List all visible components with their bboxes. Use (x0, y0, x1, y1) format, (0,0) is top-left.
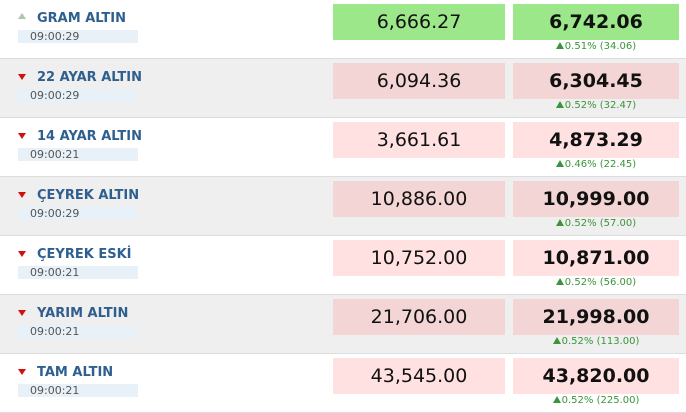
update-time: 09:00:29 (18, 207, 138, 220)
change-info: 0.52% (225.00) (513, 395, 679, 406)
update-time: 09:00:21 (18, 325, 138, 338)
sell-price: 4,873.29 (513, 122, 679, 158)
sell-price: 43,820.00 (513, 358, 679, 394)
buy-price: 6,666.27 (333, 4, 505, 40)
sell-price: 10,871.00 (513, 240, 679, 276)
change-info: 0.46% (22.45) (513, 159, 679, 170)
trend-icon (18, 369, 26, 375)
up-triangle (555, 160, 564, 167)
change-text: 0.52% (57.00) (564, 218, 637, 229)
buy-price: 21,706.00 (333, 299, 505, 335)
buy-price: 6,094.36 (333, 63, 505, 99)
instrument-name: YARIM ALTIN (37, 306, 129, 321)
price-row: TAM ALTIN 09:00:21 43,545.00 43,820.00 0.52%… (0, 354, 686, 413)
price-row: 22 AYAR ALTIN 09:00:29 6,094.36 6,304.45 0.5… (0, 59, 686, 118)
up-triangle (552, 396, 561, 403)
instrument-name: ÇEYREK ESKİ (37, 247, 132, 262)
sell-price: 6,742.06 (513, 4, 679, 40)
price-row: ÇEYREK ALTIN 09:00:29 10,886.00 10,999.00 0.… (0, 177, 686, 236)
change-info: 0.52% (56.00) (513, 277, 679, 288)
change-text: 0.52% (56.00) (564, 277, 637, 288)
trend-icon (18, 133, 26, 139)
price-row: YARIM ALTIN 09:00:21 21,706.00 21,998.00 0.5… (0, 295, 686, 354)
change-info: 0.52% (57.00) (513, 218, 679, 229)
change-text: 0.52% (113.00) (561, 336, 640, 347)
trend-icon (18, 74, 26, 80)
instrument-name: GRAM ALTIN (37, 11, 126, 26)
sell-price: 6,304.45 (513, 63, 679, 99)
price-row: GRAM ALTIN 09:00:29 6,666.27 6,742.06 0.51% … (0, 0, 686, 59)
instrument-name: ÇEYREK ALTIN (37, 188, 140, 203)
trend-icon (18, 13, 26, 19)
change-info: 0.52% (32.47) (513, 100, 679, 111)
trend-icon (18, 310, 26, 316)
buy-price: 10,752.00 (333, 240, 505, 276)
update-time: 09:00:21 (18, 266, 138, 279)
update-time: 09:00:21 (18, 148, 138, 161)
change-info: 0.51% (34.06) (513, 41, 679, 52)
up-triangle (555, 101, 564, 108)
sell-price: 21,998.00 (513, 299, 679, 335)
price-row: ÇEYREK ESKİ 09:00:21 10,752.00 10,871.00 0.5… (0, 236, 686, 295)
update-time: 09:00:21 (18, 384, 138, 397)
instrument-name: 14 AYAR ALTIN (37, 129, 142, 144)
change-text: 0.52% (32.47) (564, 100, 637, 111)
buy-price: 3,661.61 (333, 122, 505, 158)
up-triangle (552, 337, 561, 344)
change-text: 0.52% (225.00) (561, 395, 640, 406)
instrument-name: 22 AYAR ALTIN (37, 70, 142, 85)
up-triangle (555, 278, 564, 285)
change-info: 0.52% (113.00) (513, 336, 679, 347)
price-row: 14 AYAR ALTIN 09:00:21 3,661.61 4,873.29 0.4… (0, 118, 686, 177)
up-triangle (555, 42, 564, 49)
change-text: 0.51% (34.06) (564, 41, 637, 52)
buy-price: 10,886.00 (333, 181, 505, 217)
trend-icon (18, 192, 26, 198)
update-time: 09:00:29 (18, 89, 138, 102)
update-time: 09:00:29 (18, 30, 138, 43)
change-text: 0.46% (22.45) (564, 159, 637, 170)
buy-price: 43,545.00 (333, 358, 505, 394)
instrument-name: TAM ALTIN (37, 365, 114, 380)
trend-icon (18, 251, 26, 257)
up-triangle (555, 219, 564, 226)
sell-price: 10,999.00 (513, 181, 679, 217)
